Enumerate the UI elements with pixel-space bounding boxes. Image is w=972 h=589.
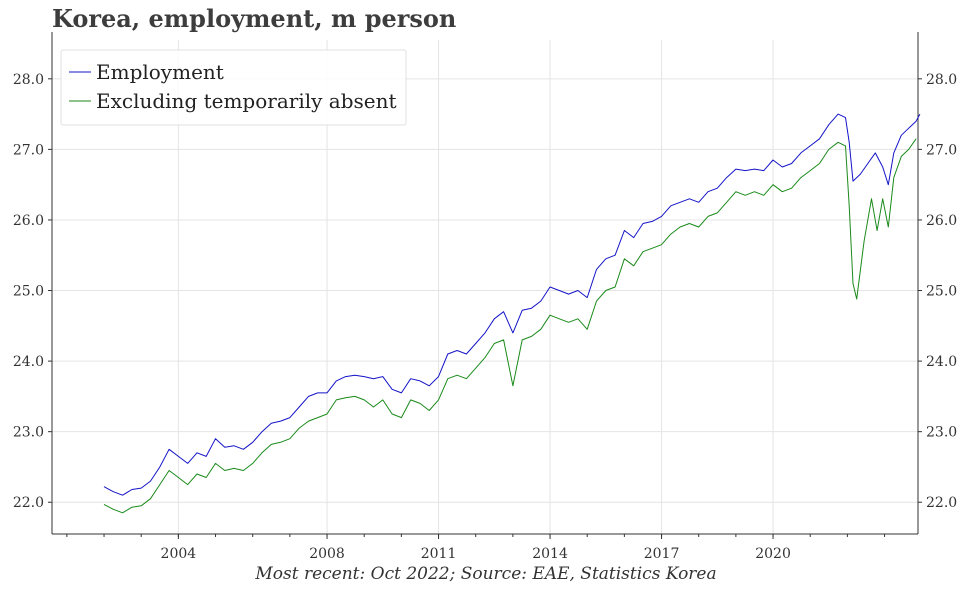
chart-title: Korea, employment, m person bbox=[52, 4, 457, 33]
y-tick-label-left: 27.0 bbox=[13, 142, 44, 158]
x-tick-label: 2008 bbox=[309, 546, 345, 562]
series-line-employment bbox=[103, 113, 921, 496]
source-note: Most recent: Oct 2022; Source: EAE, Stat… bbox=[255, 564, 717, 584]
x-tick-label: 2020 bbox=[755, 546, 791, 562]
x-tick-label: 2014 bbox=[532, 546, 568, 562]
x-tick-label: 2011 bbox=[421, 546, 457, 562]
axes: 22.0 22.0 23.0 23.0 24.0 24.0 25.0 25.0 26.0 26.0… bbox=[13, 32, 957, 562]
x-tick-label: 2017 bbox=[644, 546, 680, 562]
y-tick-label-right: 22.0 bbox=[926, 495, 957, 511]
y-tick-label-right: 23.0 bbox=[926, 425, 957, 441]
y-tick-label-right: 26.0 bbox=[926, 213, 957, 229]
y-tick-label-right: 27.0 bbox=[926, 142, 957, 158]
y-tick-label-left: 26.0 bbox=[13, 213, 44, 229]
y-tick-label-left: 28.0 bbox=[13, 72, 44, 88]
legend-label-employment: Employment bbox=[96, 60, 224, 84]
legend-label-excluding-temporarily-absent: Excluding temporarily absent bbox=[96, 89, 397, 113]
series-line-excluding-temporarily-absent bbox=[103, 138, 917, 514]
y-tick-label-right: 24.0 bbox=[926, 354, 957, 370]
series-lines bbox=[103, 113, 921, 514]
y-tick-label-left: 24.0 bbox=[13, 354, 44, 370]
legend: Employment Excluding temporarily absent bbox=[60, 49, 407, 126]
y-tick-label-right: 28.0 bbox=[926, 72, 957, 88]
y-tick-label-left: 25.0 bbox=[13, 284, 44, 300]
y-tick-label-left: 22.0 bbox=[13, 495, 44, 511]
x-tick-label: 2004 bbox=[161, 546, 197, 562]
y-tick-label-left: 23.0 bbox=[13, 425, 44, 441]
y-tick-label-right: 25.0 bbox=[926, 284, 957, 300]
legend-box bbox=[60, 49, 407, 126]
